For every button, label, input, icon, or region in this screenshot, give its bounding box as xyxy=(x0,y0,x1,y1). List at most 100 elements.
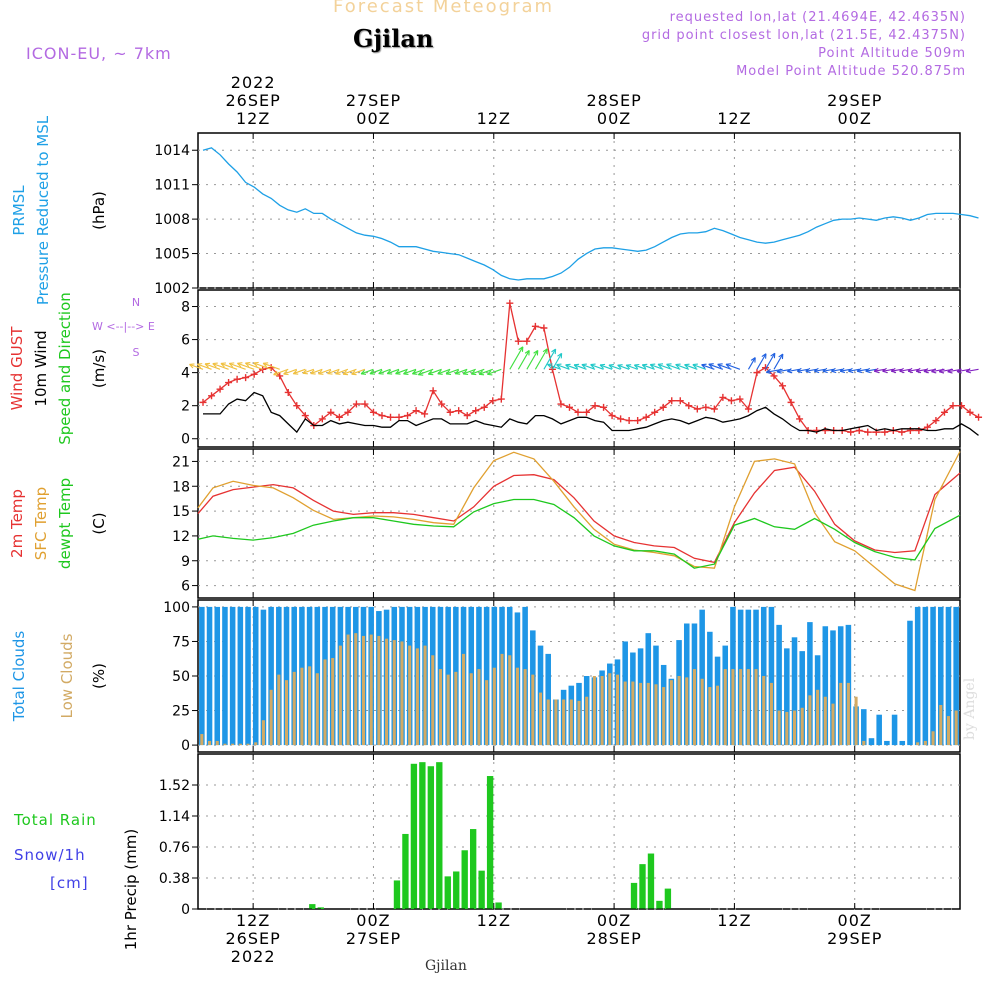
low-cloud-bar xyxy=(800,707,804,746)
panel-frame xyxy=(197,753,961,910)
wind-arrowhead xyxy=(335,369,341,375)
low-cloud-bar xyxy=(446,674,450,746)
y-tick-label: 4 xyxy=(181,366,190,382)
total-cloud-bar xyxy=(268,606,274,746)
wind-arrow xyxy=(369,368,383,375)
wind-arrow xyxy=(471,368,485,375)
rain-bar xyxy=(461,850,468,909)
low-cloud-bar xyxy=(508,655,512,746)
wind-arrowhead xyxy=(708,363,714,369)
wind-arrow xyxy=(437,368,451,375)
low-cloud-bar xyxy=(469,673,473,746)
panel-precip: 0 0.38 0.76 1.14 1.52 Total Rain Snow/1h [cm] 1h… xyxy=(13,753,961,950)
wind-arrow xyxy=(517,350,530,370)
low-cloud-bar xyxy=(700,678,704,746)
bottom-time-label: 26SEP xyxy=(226,929,281,948)
wind-arrowhead xyxy=(378,369,384,375)
wind-arrow xyxy=(797,368,809,372)
low-cloud-bar xyxy=(723,669,727,746)
wind-arrowhead xyxy=(641,363,648,369)
y-tick-label: 25 xyxy=(172,704,190,720)
low-cloud-bar xyxy=(654,684,658,746)
wind-arrowhead xyxy=(581,363,587,369)
wind-arrow xyxy=(526,350,539,370)
wind-arrowhead xyxy=(822,367,828,374)
low-cloud-bar xyxy=(739,669,743,746)
wind-arrow xyxy=(386,368,400,375)
wind-arrowhead xyxy=(478,370,485,376)
wind-arrow xyxy=(701,364,715,370)
low-cloud-bar xyxy=(346,634,350,746)
total-cloud-bar xyxy=(699,609,705,746)
gust-marker xyxy=(216,385,224,393)
gust-marker xyxy=(438,400,446,408)
wind-arrow xyxy=(534,348,548,370)
wind-arrow xyxy=(708,363,724,370)
gust-marker xyxy=(659,403,667,411)
panel-label-temperature-1: SFC Temp xyxy=(32,487,50,560)
low-cloud-bar xyxy=(254,742,258,746)
wind-arrowhead xyxy=(899,367,905,374)
gust-marker xyxy=(608,412,616,420)
low-cloud-bar xyxy=(754,669,758,746)
wind-arrowhead xyxy=(965,368,972,374)
wind-arrow xyxy=(581,364,596,370)
unit-label-temperature: (C) xyxy=(90,512,108,534)
gust-marker xyxy=(685,402,693,410)
wind-arrowhead xyxy=(403,369,409,375)
wind-arrow xyxy=(462,368,476,375)
panel-frame xyxy=(197,132,961,289)
gust-marker xyxy=(847,428,855,436)
y-tick-label: 6 xyxy=(181,579,190,595)
wind-arrow xyxy=(273,368,289,376)
total-cloud-bar xyxy=(799,651,805,746)
wind-arrowhead xyxy=(938,368,945,374)
low-cloud-bar xyxy=(685,677,689,746)
gust-marker xyxy=(242,374,250,382)
low-cloud-bar xyxy=(669,680,673,746)
low-cloud-bar xyxy=(438,669,442,746)
y-tick-label: 0.38 xyxy=(159,871,190,887)
low-cloud-bar xyxy=(608,673,612,746)
wind-arrowhead xyxy=(212,362,218,368)
wind-arrow xyxy=(666,363,681,370)
low-cloud-bar xyxy=(400,641,404,746)
gust-marker xyxy=(940,408,948,416)
gust-marker xyxy=(958,402,966,410)
low-cloud-bar xyxy=(208,740,212,746)
wind-arrowhead xyxy=(923,368,929,374)
wind-arrowhead xyxy=(556,363,562,369)
wind-arrowhead xyxy=(931,368,937,374)
wind-arrowhead xyxy=(770,352,776,359)
wind-arrowhead xyxy=(848,367,854,374)
rain-bar xyxy=(469,829,477,909)
panel-label-clouds-0: Total Clouds xyxy=(10,631,28,723)
total-cloud-bar xyxy=(252,606,259,746)
total-cloud-bar xyxy=(206,606,213,746)
wind-arrow xyxy=(454,368,468,375)
total-cloud-bar xyxy=(884,740,890,746)
low-cloud-bar xyxy=(708,687,712,746)
wind-arrowhead xyxy=(617,364,623,370)
low-cloud-bar xyxy=(246,743,250,746)
requested-coordinates: requested lon,lat (21.4694E, 42.4635N) xyxy=(669,10,966,25)
low-cloud-bar xyxy=(292,671,296,746)
low-cloud-bar xyxy=(223,743,227,746)
unit-label-wind: (m/s) xyxy=(90,349,108,388)
gust-marker xyxy=(975,413,983,421)
low-cloud-bar xyxy=(762,676,766,746)
panel-wind: 0 2 4 6 8 Wind GUST 10m Wind Speed and Directio… xyxy=(8,289,983,448)
gust-marker xyxy=(864,428,872,436)
wind-arrowhead xyxy=(915,367,922,374)
wind-arrowhead xyxy=(573,363,580,369)
total-cloud-bar xyxy=(930,606,936,746)
wind-arrowhead xyxy=(327,369,333,375)
wind-arrowhead xyxy=(262,362,269,368)
wind-arrow xyxy=(891,368,902,372)
low-cloud-bar xyxy=(500,653,504,746)
wind-arrowhead xyxy=(228,362,235,368)
total-cloud-bar xyxy=(891,714,898,746)
top-time-label: 12Z xyxy=(717,109,751,128)
wind-arrow xyxy=(565,364,579,370)
wind-arrow xyxy=(874,368,885,372)
